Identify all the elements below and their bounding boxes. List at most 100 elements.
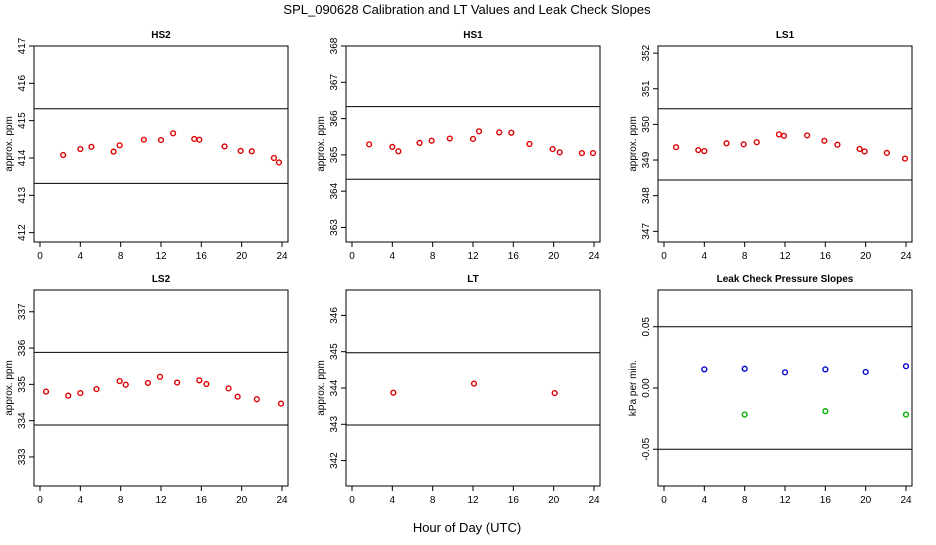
x-tick-label: 0 — [661, 495, 667, 506]
plot-frame — [657, 289, 913, 487]
panel-title: HS1 — [463, 30, 483, 41]
y-tick-label: 334 — [17, 412, 28, 429]
y-tick-label: 413 — [17, 187, 28, 204]
x-tick-label: 4 — [702, 251, 708, 262]
x-tick-label: 16 — [508, 251, 520, 262]
x-tick-label: 4 — [390, 251, 396, 262]
data-point — [77, 389, 84, 397]
x-tick-label: 12 — [779, 251, 791, 262]
data-point — [753, 139, 760, 146]
y-axis-label: approx. ppm — [4, 360, 15, 416]
x-tick-label: 0 — [661, 251, 667, 262]
x-tick-label: 4 — [702, 495, 708, 506]
x-tick-label: 20 — [236, 495, 248, 506]
data-point — [856, 145, 863, 153]
data-point — [549, 145, 556, 153]
y-tick-label: 0.05 — [641, 317, 652, 337]
x-tick-label: 24 — [900, 495, 912, 506]
data-point — [428, 137, 435, 144]
plot-frame — [345, 45, 601, 243]
y-tick-label: 416 — [17, 75, 28, 92]
y-tick-label: 352 — [641, 44, 652, 61]
x-tick-label: 24 — [588, 251, 600, 262]
data-point — [469, 135, 477, 143]
x-tick-label: 24 — [588, 495, 600, 506]
data-point — [122, 381, 129, 388]
data-point — [508, 129, 515, 136]
data-point — [701, 366, 708, 373]
data-point — [116, 378, 123, 385]
y-tick-label: 368 — [329, 37, 340, 54]
data-point — [221, 143, 228, 150]
data-point — [526, 140, 533, 148]
data-point — [822, 408, 829, 415]
y-tick-label: 348 — [641, 187, 652, 204]
data-point — [140, 136, 147, 143]
x-tick-label: 4 — [390, 495, 396, 506]
panel-lt: LT 0 4 8 12 16 20 24 342 343 344 345 346 approx. ppm — [316, 274, 601, 506]
x-tick-label: 12 — [155, 251, 167, 262]
panel-title: LS2 — [152, 274, 171, 285]
data-point — [93, 385, 100, 393]
y-tick-label: 342 — [329, 452, 340, 469]
data-point — [470, 380, 478, 387]
data-point — [862, 368, 869, 376]
data-point — [88, 143, 95, 150]
panel-ls2: LS2 0 4 8 12 16 20 24 333 334 335 336 337 approx. ppm — [4, 274, 289, 506]
y-tick-label: 415 — [17, 112, 28, 129]
y-tick-label: 0.00 — [641, 378, 652, 398]
data-point — [191, 135, 198, 143]
data-point — [65, 392, 72, 399]
data-point — [902, 363, 910, 370]
data-point — [551, 389, 558, 397]
plot-frame — [657, 45, 913, 243]
y-tick-label: 346 — [329, 307, 340, 324]
x-tick-label: 8 — [742, 251, 748, 262]
x-tick-label: 4 — [78, 251, 84, 262]
y-tick-label: 351 — [641, 80, 652, 97]
panel-title: HS2 — [151, 30, 171, 41]
data-point — [389, 143, 396, 151]
data-point — [174, 379, 181, 386]
data-point — [110, 148, 117, 155]
y-tick-label: 364 — [329, 182, 340, 199]
data-point — [275, 159, 283, 166]
panel-title: LS1 — [776, 30, 795, 41]
data-point — [248, 148, 255, 155]
data-point — [834, 141, 841, 148]
panel-title: LT — [467, 274, 478, 285]
data-point — [42, 388, 50, 395]
y-tick-label: 363 — [329, 219, 340, 236]
y-axis-label: kPa per min. — [628, 360, 639, 416]
plot-frame — [33, 289, 289, 487]
data-point — [781, 369, 789, 376]
x-tick-label: 4 — [78, 495, 84, 506]
x-tick-label: 8 — [430, 251, 436, 262]
y-tick-label: 349 — [641, 151, 652, 168]
x-tick-label: 24 — [276, 495, 288, 506]
x-tick-label: 8 — [118, 495, 124, 506]
data-point — [203, 380, 210, 388]
y-axis-label: approx. ppm — [316, 116, 327, 172]
x-tick-label: 20 — [548, 495, 560, 506]
data-point — [578, 149, 586, 157]
data-point — [277, 400, 285, 407]
y-axis-label: approx. ppm — [316, 360, 327, 416]
plot-frame — [33, 45, 289, 243]
y-tick-label: 344 — [329, 379, 340, 396]
data-point — [701, 148, 708, 155]
data-point — [196, 136, 203, 143]
x-tick-label: 12 — [155, 495, 167, 506]
y-tick-label: 365 — [329, 146, 340, 163]
y-tick-label: 343 — [329, 416, 340, 433]
data-point — [270, 154, 278, 162]
data-point — [170, 130, 177, 137]
x-tick-label: 24 — [900, 251, 912, 262]
panel-ls1: LS1 0 4 8 12 16 20 24 347 348 349 350 351 352 approx. … — [628, 30, 913, 262]
panel-title: Leak Check Pressure Slopes — [717, 274, 854, 285]
data-point — [695, 146, 702, 154]
data-point — [804, 132, 811, 139]
